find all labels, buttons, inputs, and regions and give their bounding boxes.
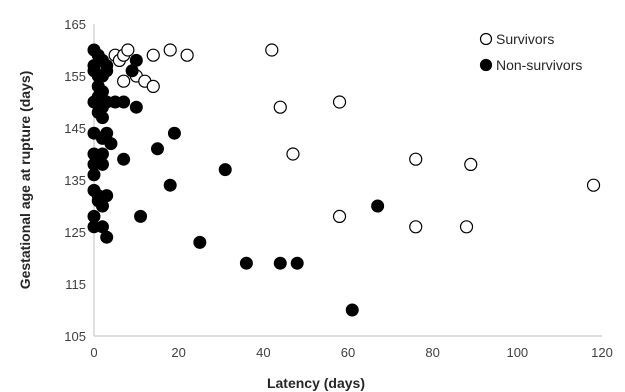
legend-label-non-survivors: Non-survivors: [496, 57, 582, 73]
y-axis-ticks: 105 115 125 135 145 155 165: [64, 17, 86, 344]
survivor-point: [286, 147, 300, 161]
non-survivor-point: [193, 235, 207, 249]
survivor-point: [332, 209, 347, 223]
survivor-point: [409, 220, 423, 234]
non-survivor-point: [151, 142, 164, 156]
y-tick-label: 125: [64, 225, 86, 240]
non-survivor-point: [290, 256, 304, 270]
survivor-point: [409, 152, 423, 166]
x-axis-title: Latency (days): [267, 375, 365, 391]
non-survivor-point: [129, 100, 143, 114]
x-tick-label: 100: [506, 345, 528, 360]
non-survivor-point: [134, 209, 148, 223]
non-survivor-point: [163, 178, 177, 192]
x-axis-ticks: 0 20 40 60 80 100 120: [90, 345, 612, 360]
legend-label-survivors: Survivors: [496, 31, 554, 47]
y-tick-label: 115: [65, 277, 86, 292]
survivor-point: [121, 43, 135, 57]
survivor-point: [459, 220, 474, 234]
survivor-point: [332, 95, 347, 109]
non-survivor-point: [345, 303, 359, 317]
x-tick-label: 40: [256, 345, 270, 360]
non-survivor-point: [100, 230, 114, 244]
non-survivor-point: [117, 152, 131, 166]
x-tick-label: 60: [341, 345, 355, 360]
non-survivor-point: [129, 53, 143, 67]
legend-marker-non-survivors: [479, 58, 493, 72]
survivor-point: [586, 178, 601, 192]
non-survivor-point: [239, 256, 253, 270]
data-points: [87, 43, 601, 317]
x-tick-label: 120: [591, 345, 613, 360]
x-tick-label: 80: [425, 345, 439, 360]
survivor-point: [180, 48, 194, 62]
non-survivor-point: [95, 199, 109, 213]
y-tick-label: 165: [64, 17, 86, 32]
survivor-point: [265, 43, 279, 57]
non-survivor-point: [117, 95, 131, 109]
y-tick-label: 145: [64, 121, 86, 136]
survivor-point: [146, 48, 160, 62]
y-tick-label: 135: [64, 173, 86, 188]
survivor-point: [464, 157, 478, 171]
y-axis-title: Gestational age at rupture (days): [17, 71, 33, 290]
non-survivor-point: [104, 137, 118, 151]
survivor-point: [146, 79, 160, 94]
y-tick-label: 105: [64, 329, 86, 344]
non-survivor-point: [371, 199, 385, 213]
x-tick-label: 20: [171, 345, 185, 360]
survivor-point: [273, 100, 287, 114]
survivor-point: [117, 74, 131, 88]
legend: Survivors Non-survivors: [479, 31, 582, 73]
non-survivor-point: [87, 168, 101, 182]
non-survivor-point: [273, 256, 287, 270]
non-survivor-point: [95, 111, 109, 125]
non-survivor-point: [95, 157, 109, 171]
legend-marker-survivors: [479, 32, 493, 46]
survivor-point: [163, 43, 177, 57]
non-survivor-point: [100, 64, 114, 78]
y-tick-label: 155: [64, 69, 86, 84]
x-tick-label: 0: [90, 345, 97, 360]
non-survivor-point: [218, 163, 232, 177]
non-survivor-point: [167, 126, 181, 140]
